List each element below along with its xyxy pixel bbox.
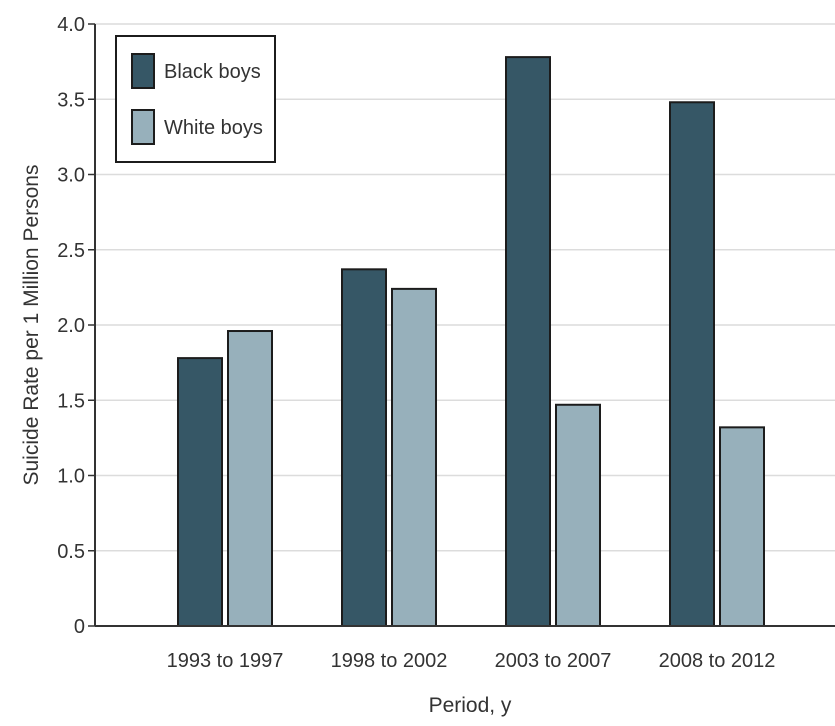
y-tick-label: 4.0	[57, 14, 85, 36]
y-tick-label: 2.5	[57, 240, 85, 262]
bar-white-boys	[719, 426, 765, 627]
y-tick-label: 3.0	[57, 165, 85, 187]
bar-black-boys	[669, 101, 715, 627]
bar-white-boys	[227, 330, 273, 627]
y-tick-label: 3.5	[57, 89, 85, 111]
bar-white-boys	[555, 403, 601, 628]
bar-black-boys	[177, 357, 223, 627]
y-axis-title: Suicide Rate per 1 Million Persons	[20, 165, 43, 486]
x-tick-label: 1993 to 1997	[167, 650, 284, 672]
legend-label-white-boys: White boys	[164, 117, 263, 139]
y-tick-label: 0	[74, 616, 85, 638]
bar-white-boys	[391, 287, 437, 627]
x-tick-label: 2003 to 2007	[495, 650, 612, 672]
y-tick-label: 2.0	[57, 315, 85, 337]
x-tick-label: 1998 to 2002	[331, 650, 448, 672]
x-tick-label: 2008 to 2012	[659, 650, 776, 672]
y-tick-label: 1.5	[57, 390, 85, 412]
legend-swatch-white-boys	[131, 109, 155, 145]
bars	[177, 56, 765, 628]
y-tick-label: 0.5	[57, 541, 85, 563]
legend-swatch-black-boys	[131, 53, 155, 89]
bar-black-boys	[505, 56, 551, 628]
legend: Black boys White boys	[115, 35, 276, 163]
y-tick-labels: 0 0.5 1.0 1.5 2.0 2.5 3.0 3.5 4.0	[57, 14, 95, 638]
legend-label-black-boys: Black boys	[164, 61, 261, 83]
x-tick-labels: 1993 to 1997 1998 to 2002 2003 to 2007 2008…	[167, 650, 776, 672]
x-axis-title: Period, y	[429, 694, 512, 717]
bar-black-boys	[341, 268, 387, 627]
y-tick-label: 1.0	[57, 466, 85, 488]
